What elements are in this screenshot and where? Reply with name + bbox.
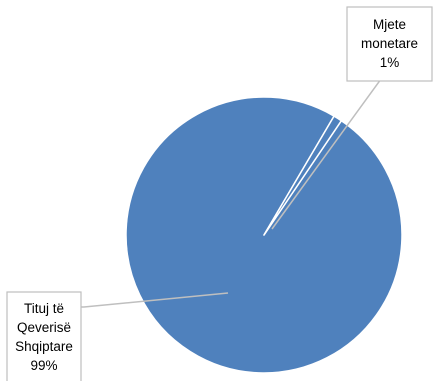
leader-line-tituj [81,292,229,308]
slice-label-line: Shqiptare [15,339,73,354]
callout-box [6,291,82,381]
slice-percent-label: 99% [30,358,57,373]
pie-slices [125,96,403,374]
slice-percent-label: 1% [380,55,400,70]
slice-mjete-monetare [263,115,343,236]
slice-label-line: Mjete [373,17,406,32]
slice-label-line: Qeverisë [17,320,71,335]
slice-label-line: monetare [361,36,418,51]
callout-tituj-qeverise: Tituj të Qeverisë Shqiptare 99% [6,291,82,381]
callout-box [346,6,433,82]
callout-mjete-monetare: Mjete monetare 1% [346,6,433,82]
slice-label-line: Tituj të [24,301,64,316]
